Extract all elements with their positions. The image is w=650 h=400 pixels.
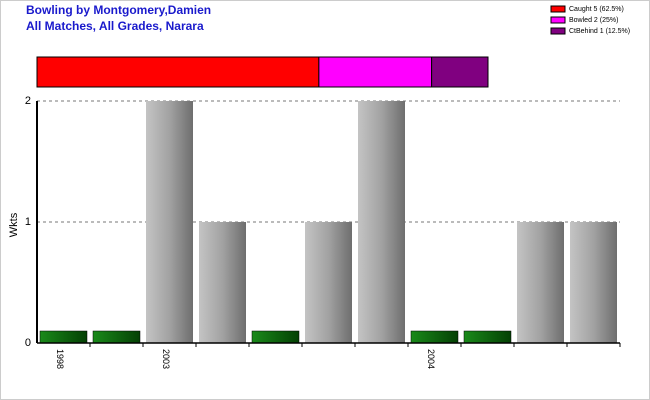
y-tick-label: 1 — [25, 216, 31, 228]
legend-label: Caught 5 (62.5%) — [569, 6, 624, 13]
y-axis-label: Wkts — [8, 212, 20, 237]
legend-swatch — [550, 5, 566, 13]
legend-swatch — [550, 27, 566, 35]
bar — [305, 222, 352, 343]
x-tick-label: 1998 — [55, 349, 65, 369]
y-tick-label: 0 — [25, 337, 31, 349]
chart-title: Bowling by Montgomery,Damien — [26, 3, 211, 17]
zero-bar — [410, 330, 459, 344]
chart-subtitle: All Matches, All Grades, Narara — [26, 19, 204, 33]
legend-swatch — [550, 16, 566, 24]
bar — [199, 222, 246, 343]
stack-segment — [431, 56, 489, 88]
zero-bar — [463, 330, 512, 344]
x-tick-label: 2004 — [426, 349, 436, 369]
bar — [146, 101, 193, 343]
bar — [517, 222, 564, 343]
stack-segment — [36, 56, 320, 88]
legend-label: CtBehind 1 (12.5%) — [569, 28, 630, 35]
y-tick-label: 2 — [25, 95, 31, 107]
legend-label: Bowled 2 (25%) — [569, 17, 618, 24]
zero-bar — [39, 330, 88, 344]
stack-segment — [318, 56, 433, 88]
zero-bar — [92, 330, 141, 344]
zero-bar — [251, 330, 300, 344]
x-tick-label: 2003 — [161, 349, 171, 369]
bar — [570, 222, 617, 343]
bar — [358, 101, 405, 343]
